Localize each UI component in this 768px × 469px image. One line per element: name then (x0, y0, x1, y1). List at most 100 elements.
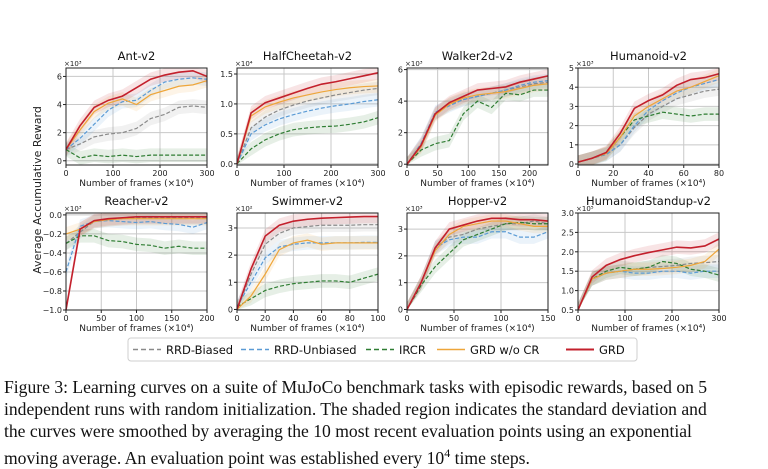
axis-multiplier: ×10³ (576, 60, 594, 68)
chart-panel: 0 100 200 300 0.5 1.0 1.5 2.0 2.5 3.0 ×10⁵Humanoid… (561, 194, 726, 334)
std-band (578, 254, 719, 310)
std-band (578, 68, 719, 165)
std-band (66, 142, 207, 165)
std-band (237, 233, 378, 310)
series-line-rrd-biased (236, 87, 379, 165)
axis-multiplier: ×10³ (64, 60, 82, 68)
std-band (237, 68, 378, 165)
x-axis-label: Number of frames (×10⁴) (591, 324, 705, 334)
y-tick-label: −0.8 (43, 287, 62, 296)
series-line-ircr (236, 117, 379, 165)
x-tick-label: 200 (152, 169, 167, 178)
y-tick-label: −0.6 (43, 268, 62, 277)
series-line-grd (65, 69, 208, 150)
std-band (578, 68, 719, 165)
y-tick-label: 6 (57, 72, 62, 81)
caption-line: moving average. An evaluation point was … (4, 442, 768, 468)
y-tick-label: 3 (228, 224, 233, 233)
legend: RRD-Biased RRD-Unbiased IRCR GRD w/o CR GRD (127, 337, 638, 362)
series-line-grd-w-o-cr (65, 80, 208, 150)
y-tick-label: 1.5 (220, 70, 233, 79)
legend-label: RRD-Unbiased (274, 343, 357, 357)
y-tick-label: 2 (569, 122, 574, 131)
y-tick-label: 1.0 (561, 287, 574, 296)
y-tick-label: 0 (228, 305, 233, 314)
std-band (237, 110, 378, 165)
legend-label: RRD-Biased (166, 343, 233, 357)
y-tick-label: 1.0 (220, 100, 233, 109)
y-tick-label: 4 (398, 97, 403, 106)
y-tick-label: 2 (228, 251, 233, 260)
caption-line: Figure 3: Learning curves on a suite of … (4, 377, 708, 397)
y-tick-label: 3 (569, 102, 574, 111)
x-axis-label: Number of frames (×10⁴) (79, 324, 193, 334)
axis-multiplier: ×10² (235, 205, 253, 213)
series-line-rrd-biased (236, 224, 378, 310)
y-tick-label: 0 (398, 305, 403, 314)
std-band (578, 254, 719, 310)
std-band (66, 229, 207, 255)
std-band (578, 242, 719, 310)
std-band (578, 232, 719, 310)
series-line-grd (236, 215, 378, 310)
chart-panel: 0 100 200 300 0.0 0.5 1.0 1.5×10⁴ HalfCheetah-v2… (220, 49, 385, 189)
chart-title: HumanoidStandup-v2 (586, 194, 711, 208)
chart-panel: 0 50 100 150 200 0.0 −0.2 −0.4 −0.6 −0.8 −1.0 ×10³ R… (43, 194, 215, 334)
y-tick-label: 0 (569, 160, 574, 169)
x-tick-label: 80 (345, 314, 355, 323)
series-line-grd-w-o-cr (577, 248, 720, 311)
x-tick-label: 100 (129, 314, 144, 323)
chart-title: Hopper-v2 (448, 194, 507, 208)
y-tick-label: 2 (57, 129, 62, 138)
x-tick-label: 60 (317, 314, 327, 323)
axis-multiplier: ×10³ (405, 205, 423, 213)
x-tick-label: 0 (63, 314, 68, 323)
y-tick-label: 3 (398, 225, 403, 234)
y-tick-label: 0.0 (49, 211, 62, 220)
std-band (407, 224, 548, 310)
std-band (237, 92, 378, 165)
x-tick-label: 300 (711, 314, 726, 323)
std-band (407, 83, 548, 165)
caption-text: moving average. An evaluation point was … (4, 447, 445, 468)
plot-area (237, 68, 378, 165)
std-band (66, 71, 207, 157)
axis-multiplier: ×10⁵ (576, 205, 594, 213)
axes-frame (406, 212, 549, 311)
x-tick-label: 200 (664, 314, 679, 323)
chart-panel: 0 20 40 60 80 0 1 2 3 4 5 ×10³ Humanoid-v2 Number of … (569, 49, 724, 189)
legend-label: GRD w/o CR (470, 343, 539, 357)
y-tick-label: 1.5 (561, 267, 574, 276)
y-tick-label: 0 (398, 160, 403, 169)
x-tick-label: 0 (404, 169, 409, 178)
x-tick-label: 50 (449, 314, 459, 323)
series-line-ircr (65, 235, 207, 249)
std-band (237, 217, 378, 310)
x-tick-label: 100 (493, 314, 508, 323)
series-line-grd-w-o-cr (236, 239, 378, 310)
axis-multiplier: ×10⁴ (235, 60, 253, 68)
y-tick-label: 1 (398, 279, 403, 288)
std-band (578, 264, 719, 310)
x-tick-label: 0 (63, 169, 68, 178)
series-line-rrd-biased (65, 105, 208, 151)
std-band (66, 213, 207, 310)
legend-label: IRCR (399, 343, 426, 357)
x-axis-label: Number of frames (×10⁴) (250, 324, 364, 334)
x-tick-label: 100 (276, 169, 291, 178)
y-tick-label: 4 (569, 83, 574, 92)
axis-multiplier: ×10³ (405, 60, 423, 68)
series-line-grd (577, 72, 720, 163)
x-axis-label: Number of frames (×10⁴) (420, 179, 534, 189)
series-line-grd (406, 217, 549, 310)
series-line-rrd-unbiased (65, 77, 208, 151)
figure-caption: Figure 3: Learning curves on a suite of … (4, 376, 768, 468)
series-line-ircr (236, 273, 379, 308)
axes-frame (65, 67, 208, 166)
x-tick-label: 20 (608, 169, 618, 178)
x-axis-label: Number of frames (×10⁴) (420, 324, 534, 334)
axes-frame (236, 67, 379, 166)
y-tick-label: −0.4 (43, 249, 62, 258)
y-tick-label: 5 (569, 64, 574, 73)
x-tick-label: 50 (433, 169, 443, 178)
